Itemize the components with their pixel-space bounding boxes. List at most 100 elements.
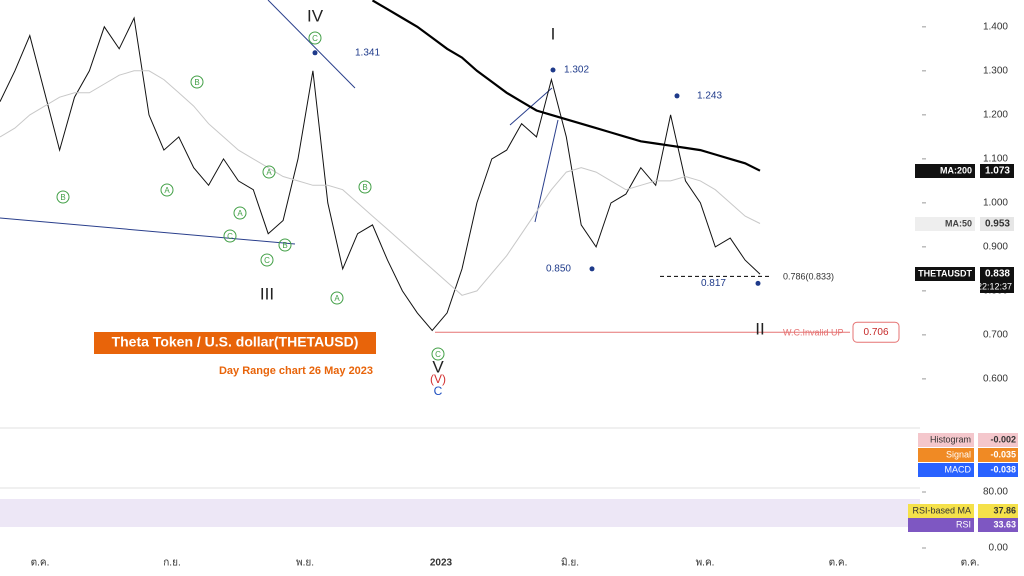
trend-line bbox=[0, 217, 296, 245]
sub-wave-label: C bbox=[227, 232, 233, 241]
rsi-band bbox=[0, 499, 920, 527]
rsi-tag bbox=[908, 518, 974, 532]
series-value-tag bbox=[980, 267, 1014, 281]
rsi-tag bbox=[908, 504, 974, 518]
countdown-tag bbox=[980, 280, 1014, 293]
pivot-point bbox=[589, 266, 595, 272]
macd-value: -0.035 bbox=[990, 449, 1016, 459]
sub-wave-label: C bbox=[264, 256, 270, 265]
wave-label: V bbox=[432, 357, 444, 376]
y-tick-label: 1.100 bbox=[983, 153, 1008, 164]
sub-wave-circle bbox=[160, 183, 174, 197]
sub-wave-circle bbox=[358, 180, 372, 194]
macd-tag-name: Histogram bbox=[930, 434, 971, 444]
pivot-point bbox=[550, 67, 556, 73]
macd-tag bbox=[918, 448, 974, 462]
series-name: MA:200 bbox=[940, 165, 972, 175]
wave-label: (V) bbox=[430, 372, 446, 386]
rsi-value-tag bbox=[978, 518, 1018, 532]
sub-wave-label: A bbox=[334, 294, 340, 303]
title-box bbox=[94, 332, 376, 354]
rsi-value-tag bbox=[978, 504, 1018, 518]
y-tick-label: 0.900 bbox=[983, 242, 1008, 253]
series-value: 0.953 bbox=[985, 219, 1010, 230]
y-tick-label: 0.700 bbox=[983, 330, 1008, 341]
macd-value-tag bbox=[978, 463, 1018, 477]
chart-title: Theta Token / U.S. dollar(THETAUSD) bbox=[112, 334, 359, 350]
wave-label: I bbox=[551, 24, 556, 43]
rsi-tick-label: 80.00 bbox=[983, 487, 1008, 498]
level-value: 0.706 bbox=[863, 327, 888, 338]
x-tick-label: มิ.ย. bbox=[561, 558, 579, 569]
x-tick-label: ก.ย. bbox=[163, 558, 180, 569]
pivot-label: 0.850 bbox=[546, 264, 571, 275]
pivot-point bbox=[674, 93, 680, 99]
x-tick-label: ต.ค. bbox=[829, 558, 848, 569]
pivot-label: 1.243 bbox=[697, 91, 722, 102]
macd-tag-name: MACD bbox=[945, 464, 972, 474]
pivot-point bbox=[755, 280, 761, 286]
level-label: 0.786(0.833) bbox=[783, 272, 834, 282]
macd-tag bbox=[918, 433, 974, 447]
macd-value: -0.002 bbox=[990, 434, 1016, 444]
y-tick-label: 1.300 bbox=[983, 65, 1008, 76]
rsi-value: 37.86 bbox=[993, 505, 1016, 515]
series-line bbox=[0, 70, 761, 296]
trend-line bbox=[267, 0, 356, 89]
macd-tag-name: Signal bbox=[946, 449, 971, 459]
trend-line bbox=[534, 119, 559, 223]
rsi-tag-name: RSI-based MA bbox=[912, 505, 971, 515]
sub-wave-circle bbox=[190, 75, 204, 89]
macd-value-tag bbox=[978, 448, 1018, 462]
sub-wave-circle bbox=[431, 347, 445, 361]
sub-wave-label: A bbox=[164, 186, 170, 195]
y-tick-label: 1.000 bbox=[983, 198, 1008, 209]
y-tick-label: 1.400 bbox=[983, 21, 1008, 32]
series-name-tag bbox=[915, 164, 975, 178]
level-value-box bbox=[852, 321, 900, 343]
series-value-tag bbox=[980, 164, 1014, 178]
rsi-tick-label: 0.00 bbox=[989, 543, 1009, 554]
series-line bbox=[0, 16, 761, 332]
sub-wave-label: B bbox=[194, 78, 199, 87]
pivot-label: 0.817 bbox=[701, 278, 726, 289]
sub-wave-label: A bbox=[266, 168, 272, 177]
pivot-point bbox=[312, 50, 318, 56]
pivot-label: 1.302 bbox=[564, 65, 589, 76]
sub-wave-label: A bbox=[237, 209, 243, 218]
x-tick-label: ต.ค. bbox=[31, 558, 50, 569]
series-value: 1.073 bbox=[985, 166, 1010, 177]
x-tick-label: 2023 bbox=[430, 558, 453, 569]
wave-label: IV bbox=[307, 6, 324, 25]
sub-wave-circle bbox=[56, 190, 70, 204]
sub-wave-circle bbox=[260, 253, 274, 267]
wave-label: C bbox=[434, 384, 443, 398]
sub-wave-circle bbox=[308, 31, 322, 45]
wave-label: II bbox=[755, 319, 764, 338]
rsi-tag-name: RSI bbox=[956, 519, 971, 529]
sub-wave-circle bbox=[262, 165, 276, 179]
sub-wave-label: B bbox=[282, 241, 287, 250]
sub-wave-label: B bbox=[362, 183, 367, 192]
level-label: W.C.Invalid UP bbox=[783, 328, 844, 338]
sub-wave-label: B bbox=[60, 193, 65, 202]
pivot-label: 1.341 bbox=[355, 47, 380, 58]
series-name-tag bbox=[915, 217, 975, 231]
series-line bbox=[371, 0, 761, 172]
x-tick-label: พ.ย. bbox=[296, 558, 314, 569]
sub-wave-label: C bbox=[435, 350, 441, 359]
macd-tag bbox=[918, 463, 974, 477]
countdown: 22:12:37 bbox=[977, 281, 1012, 291]
y-tick-label: 0.600 bbox=[983, 374, 1008, 385]
chart-subtitle: Day Range chart 26 May 2023 bbox=[219, 365, 373, 377]
series-value: 0.838 bbox=[985, 269, 1010, 280]
x-tick-label: ต.ค. bbox=[961, 558, 980, 569]
rsi-value: 33.63 bbox=[993, 519, 1016, 529]
sub-wave-label: C bbox=[312, 34, 318, 43]
series-value-tag bbox=[980, 217, 1014, 231]
macd-value: -0.038 bbox=[990, 464, 1016, 474]
y-tick-label: 1.200 bbox=[983, 109, 1008, 120]
sub-wave-circle bbox=[223, 229, 237, 243]
series-name: MA:50 bbox=[945, 218, 972, 228]
